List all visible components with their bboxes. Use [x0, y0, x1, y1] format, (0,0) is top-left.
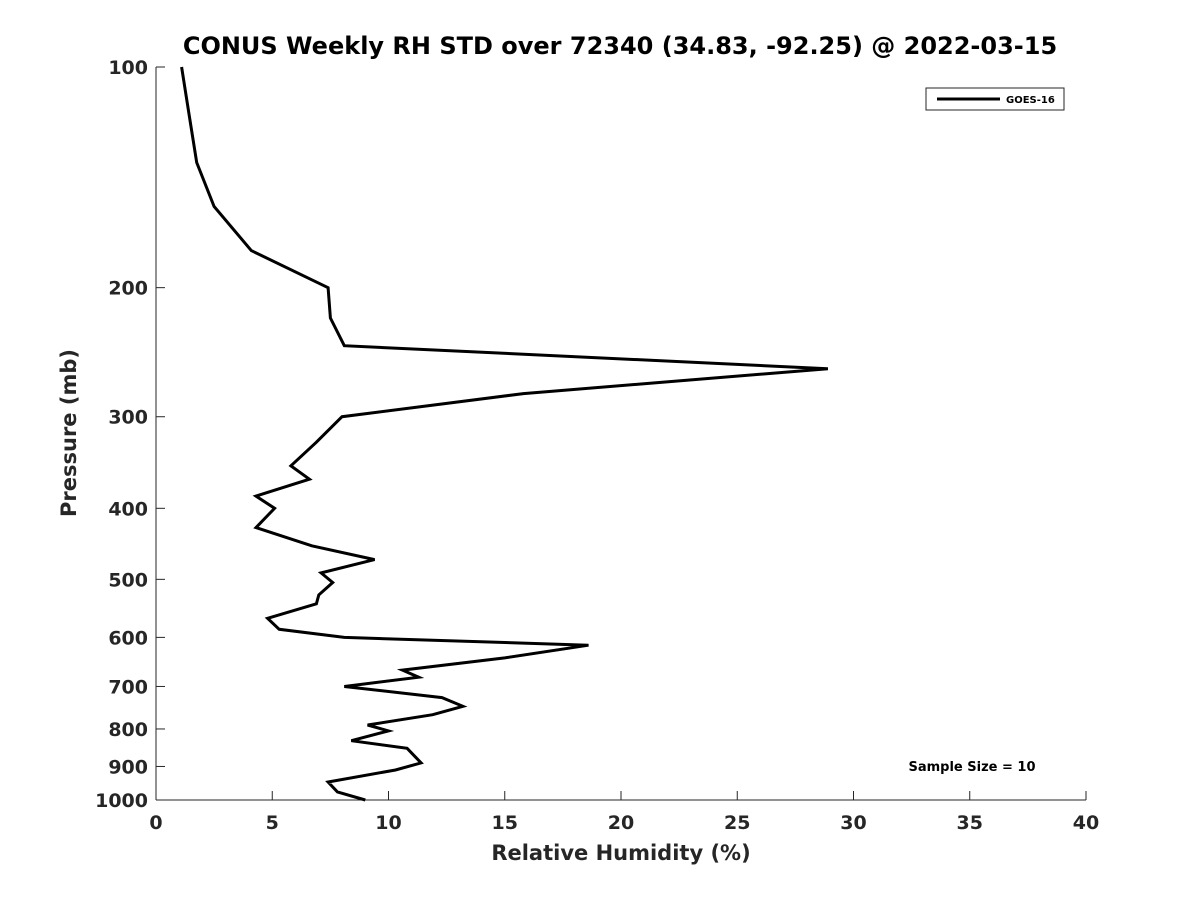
- y-tick-label: 1000: [95, 790, 148, 812]
- series-layer: [180, 66, 829, 802]
- sample-size-annotation: Sample Size = 10: [908, 760, 1035, 775]
- y-tick-label: 100: [108, 57, 148, 79]
- y-axis-label: Pressure (mb): [57, 349, 81, 517]
- x-tick-label: 10: [375, 812, 401, 834]
- x-tick-label: 5: [266, 812, 279, 834]
- y-tick-label: 300: [108, 407, 148, 429]
- y-tick-label: 800: [108, 719, 148, 741]
- y-tick-label: 900: [108, 756, 148, 778]
- x-tick-label: 35: [957, 812, 983, 834]
- legend: GOES-16: [925, 87, 1065, 111]
- y-tick-label: 200: [108, 278, 148, 300]
- legend-entry-goes-16: GOES-16: [1006, 95, 1055, 106]
- x-axis-label: Relative Humidity (%): [491, 841, 750, 865]
- y-ticks: 100 200 300 400 500 600 700 800 900 1000: [95, 57, 165, 812]
- y-tick-label: 600: [108, 627, 148, 649]
- x-ticks: 0 5 10 15 20 25 30 35 40: [149, 791, 1099, 834]
- x-tick-label: 30: [840, 812, 866, 834]
- plot-area: [155, 67, 1086, 801]
- chart-title: CONUS Weekly RH STD over 72340 (34.83, -…: [183, 32, 1057, 60]
- series-line-goes-16: [180, 66, 829, 802]
- x-tick-label: 0: [149, 812, 162, 834]
- x-tick-label: 25: [724, 812, 750, 834]
- x-tick-label: 15: [492, 812, 518, 834]
- y-tick-label: 400: [108, 498, 148, 520]
- y-tick-label: 700: [108, 676, 148, 698]
- y-tick-label: 500: [108, 569, 148, 591]
- x-tick-label: 40: [1073, 812, 1099, 834]
- x-tick-label: 20: [608, 812, 634, 834]
